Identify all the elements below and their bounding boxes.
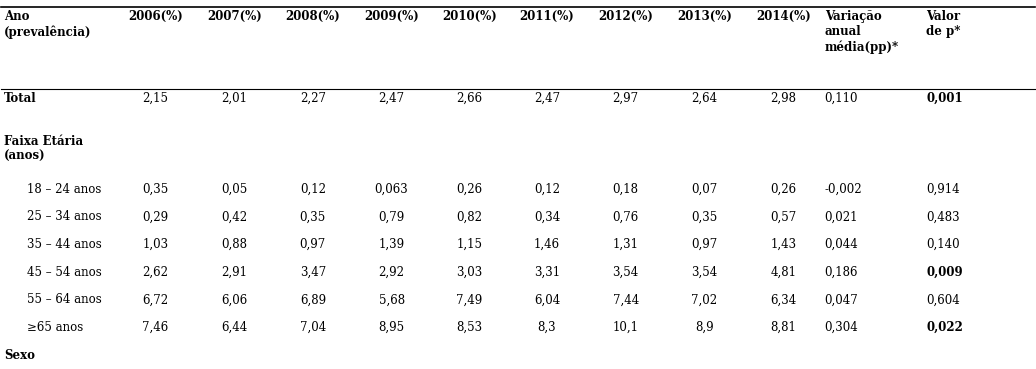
- Text: 2006(%): 2006(%): [128, 10, 182, 23]
- Text: 8,53: 8,53: [456, 321, 483, 334]
- Text: 2012(%): 2012(%): [599, 10, 653, 23]
- Text: Valor
de p*: Valor de p*: [926, 10, 960, 38]
- Text: 6,89: 6,89: [299, 293, 326, 306]
- Text: 0,34: 0,34: [534, 210, 560, 223]
- Text: 8,95: 8,95: [378, 321, 405, 334]
- Text: 6,04: 6,04: [534, 293, 560, 306]
- Text: 25 – 34 anos: 25 – 34 anos: [27, 210, 102, 223]
- Text: 1,15: 1,15: [456, 238, 483, 251]
- Text: 0,35: 0,35: [142, 183, 169, 196]
- Text: 0,97: 0,97: [691, 238, 718, 251]
- Text: 0,047: 0,047: [825, 293, 859, 306]
- Text: 8,81: 8,81: [771, 321, 796, 334]
- Text: 2011(%): 2011(%): [520, 10, 574, 23]
- Text: 0,26: 0,26: [456, 183, 483, 196]
- Text: 7,49: 7,49: [456, 293, 483, 306]
- Text: 6,06: 6,06: [221, 293, 248, 306]
- Text: 7,44: 7,44: [612, 293, 639, 306]
- Text: 10,1: 10,1: [612, 321, 639, 334]
- Text: 2,64: 2,64: [691, 92, 718, 105]
- Text: 0,140: 0,140: [926, 238, 959, 251]
- Text: 2,91: 2,91: [221, 266, 248, 279]
- Text: 2,98: 2,98: [770, 92, 797, 105]
- Text: 2009(%): 2009(%): [365, 10, 419, 23]
- Text: 2,27: 2,27: [299, 92, 326, 105]
- Text: 0,42: 0,42: [221, 210, 248, 223]
- Text: 0,12: 0,12: [299, 183, 326, 196]
- Text: 2,47: 2,47: [534, 92, 560, 105]
- Text: 1,39: 1,39: [378, 238, 405, 251]
- Text: 1,03: 1,03: [142, 238, 169, 251]
- Text: Variação
anual
média(pp)*: Variação anual média(pp)*: [825, 10, 899, 54]
- Text: 1,31: 1,31: [612, 238, 639, 251]
- Text: 55 – 64 anos: 55 – 64 anos: [27, 293, 102, 306]
- Text: 3,03: 3,03: [456, 266, 483, 279]
- Text: 6,72: 6,72: [142, 293, 169, 306]
- Text: 0,35: 0,35: [691, 210, 718, 223]
- Text: 0,12: 0,12: [534, 183, 560, 196]
- Text: 0,82: 0,82: [456, 210, 483, 223]
- Text: 2013(%): 2013(%): [678, 10, 731, 23]
- Text: ≥65 anos: ≥65 anos: [27, 321, 83, 334]
- Text: 0,110: 0,110: [825, 92, 858, 105]
- Text: 45 – 54 anos: 45 – 54 anos: [27, 266, 102, 279]
- Text: 2,92: 2,92: [378, 266, 405, 279]
- Text: 35 – 44 anos: 35 – 44 anos: [27, 238, 102, 251]
- Text: 18 – 24 anos: 18 – 24 anos: [27, 183, 102, 196]
- Text: 0,021: 0,021: [825, 210, 858, 223]
- Text: 0,483: 0,483: [926, 210, 959, 223]
- Text: 0,29: 0,29: [142, 210, 169, 223]
- Text: Total: Total: [4, 92, 36, 105]
- Text: 2008(%): 2008(%): [286, 10, 340, 23]
- Text: 0,05: 0,05: [221, 183, 248, 196]
- Text: 2,66: 2,66: [456, 92, 483, 105]
- Text: Sexo: Sexo: [4, 349, 35, 362]
- Text: 0,18: 0,18: [612, 183, 639, 196]
- Text: 2014(%): 2014(%): [756, 10, 810, 23]
- Text: 3,54: 3,54: [691, 266, 718, 279]
- Text: 4,81: 4,81: [770, 266, 797, 279]
- Text: 0,604: 0,604: [926, 293, 960, 306]
- Text: 1,46: 1,46: [534, 238, 560, 251]
- Text: 6,44: 6,44: [221, 321, 248, 334]
- Text: 0,914: 0,914: [926, 183, 959, 196]
- Text: 0,022: 0,022: [926, 321, 963, 334]
- Text: 6,34: 6,34: [770, 293, 797, 306]
- Text: 2,01: 2,01: [221, 92, 248, 105]
- Text: 5,68: 5,68: [378, 293, 405, 306]
- Text: 0,186: 0,186: [825, 266, 858, 279]
- Text: 0,009: 0,009: [926, 266, 962, 279]
- Text: 0,76: 0,76: [612, 210, 639, 223]
- Text: 1,43: 1,43: [770, 238, 797, 251]
- Text: 2,97: 2,97: [612, 92, 639, 105]
- Text: 2,15: 2,15: [142, 92, 169, 105]
- Text: 0,07: 0,07: [691, 183, 718, 196]
- Text: 7,02: 7,02: [691, 293, 718, 306]
- Text: 7,04: 7,04: [299, 321, 326, 334]
- Text: 3,47: 3,47: [299, 266, 326, 279]
- Text: 3,31: 3,31: [534, 266, 560, 279]
- Text: 3,54: 3,54: [612, 266, 639, 279]
- Text: 0,35: 0,35: [299, 210, 326, 223]
- Text: 8,3: 8,3: [538, 321, 556, 334]
- Text: 2,47: 2,47: [378, 92, 405, 105]
- Text: 2007(%): 2007(%): [207, 10, 261, 23]
- Text: 7,46: 7,46: [142, 321, 169, 334]
- Text: 0,57: 0,57: [770, 210, 797, 223]
- Text: 2010(%): 2010(%): [442, 10, 496, 23]
- Text: 0,063: 0,063: [375, 183, 408, 196]
- Text: 0,88: 0,88: [221, 238, 248, 251]
- Text: 0,79: 0,79: [378, 210, 405, 223]
- Text: 2,62: 2,62: [142, 266, 169, 279]
- Text: -0,002: -0,002: [825, 183, 862, 196]
- Text: Ano
(prevalência): Ano (prevalência): [4, 10, 91, 39]
- Text: 0,26: 0,26: [770, 183, 797, 196]
- Text: 8,9: 8,9: [695, 321, 714, 334]
- Text: Faixa Etária
(anos): Faixa Etária (anos): [4, 135, 83, 163]
- Text: 0,97: 0,97: [299, 238, 326, 251]
- Text: 0,044: 0,044: [825, 238, 859, 251]
- Text: 0,304: 0,304: [825, 321, 859, 334]
- Text: 0,001: 0,001: [926, 92, 962, 105]
